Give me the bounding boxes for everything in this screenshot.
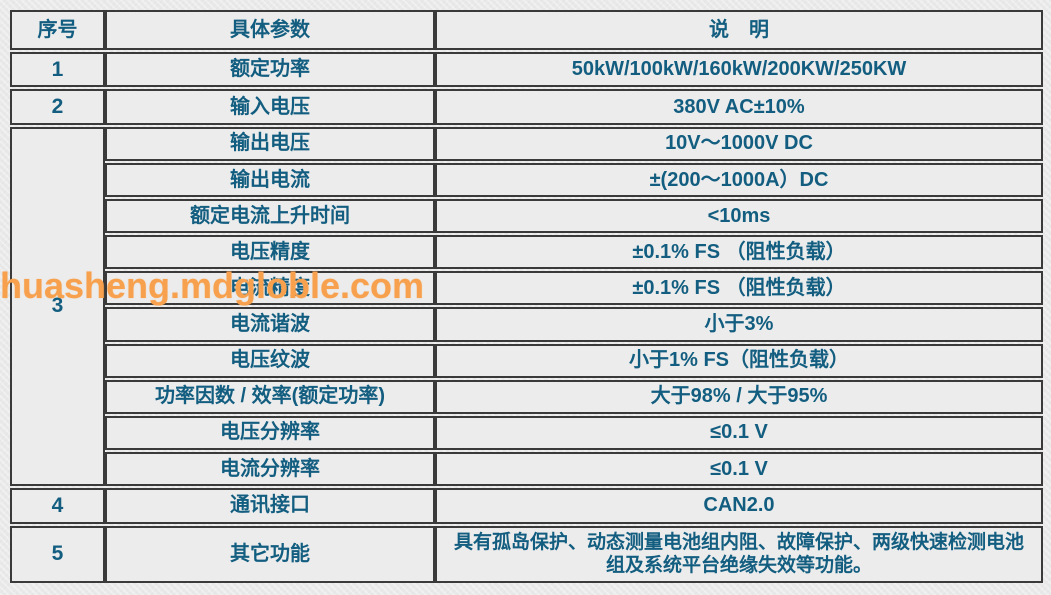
row-no: 5 (10, 525, 105, 583)
param-input-voltage: 输入电压 (105, 89, 435, 125)
row-no-group-3: 3 (10, 126, 105, 487)
desc-input-voltage: 380V AC±10% (435, 89, 1043, 125)
row-no: 2 (10, 89, 105, 125)
desc-current-harmonics: 小于3% (435, 307, 1043, 342)
desc-other-functions: 具有孤岛保护、动态测量电池组内阻、故障保护、两级快速检测电池组及系统平台绝缘失效… (435, 525, 1043, 583)
table-row-comm-interface: 4 通讯接口 CAN2.0 (10, 488, 1043, 524)
param-current-accuracy: 电流精度 (105, 271, 435, 306)
row-no: 4 (10, 488, 105, 524)
table-row-power-factor-efficiency: 功率因数 / 效率(额定功率) 大于98% / 大于95% (10, 379, 1043, 414)
row-no: 1 (10, 52, 105, 88)
param-voltage-resolution: 电压分辨率 (105, 415, 435, 450)
param-power-factor-efficiency: 功率因数 / 效率(额定功率) (105, 379, 435, 414)
param-current-rise-time: 额定电流上升时间 (105, 199, 435, 234)
param-output-current: 输出电流 (105, 162, 435, 198)
param-comm-interface: 通讯接口 (105, 488, 435, 524)
desc-power-factor-efficiency: 大于98% / 大于95% (435, 379, 1043, 414)
param-rated-power: 额定功率 (105, 52, 435, 88)
table-row-rated-power: 1 额定功率 50kW/100kW/160kW/200KW/250KW (10, 52, 1043, 88)
desc-output-voltage: 10V～1000V DC (435, 126, 1043, 161)
table-row-voltage-accuracy: 电压精度 ±0.1% FS （阻性负载） (10, 235, 1043, 270)
table-row-input-voltage: 2 输入电压 380V AC±10% (10, 89, 1043, 125)
header-desc: 说 明 (435, 10, 1043, 50)
param-current-harmonics: 电流谐波 (105, 307, 435, 342)
param-current-resolution: 电流分辨率 (105, 451, 435, 487)
table-row-output-voltage: 3 输出电压 10V～1000V DC (10, 126, 1043, 487)
header-no: 序号 (10, 10, 105, 50)
table-row-current-harmonics: 电流谐波 小于3% (10, 307, 1043, 342)
param-voltage-ripple: 电压纹波 (105, 343, 435, 378)
desc-voltage-ripple: 小于1% FS（阻性负载） (435, 343, 1043, 378)
table-row-current-rise-time: 额定电流上升时间 <10ms (10, 199, 1043, 234)
table-row-voltage-resolution: 电压分辨率 ≤0.1 V (10, 415, 1043, 450)
param-voltage-accuracy: 电压精度 (105, 235, 435, 270)
table-row-current-accuracy: 电流精度 ±0.1% FS （阻性负载） (10, 271, 1043, 306)
table-header-row: 序号 具体参数 说 明 (10, 10, 1043, 50)
spec-table: 序号 具体参数 说 明 1 额定功率 50kW/100kW/160kW/200K… (10, 8, 1043, 585)
table-row-voltage-ripple: 电压纹波 小于1% FS（阻性负载） (10, 343, 1043, 378)
desc-voltage-resolution: ≤0.1 V (435, 415, 1043, 450)
desc-current-resolution: ≤0.1 V (435, 451, 1043, 487)
table-row-output-current: 输出电流 ±(200～1000A）DC (10, 162, 1043, 198)
desc-output-current: ±(200～1000A）DC (435, 162, 1043, 198)
desc-voltage-accuracy: ±0.1% FS （阻性负载） (435, 235, 1043, 270)
header-param: 具体参数 (105, 10, 435, 50)
table-row-current-resolution: 电流分辨率 ≤0.1 V (10, 451, 1043, 487)
desc-rated-power: 50kW/100kW/160kW/200KW/250KW (435, 52, 1043, 88)
desc-comm-interface: CAN2.0 (435, 488, 1043, 524)
desc-current-rise-time: <10ms (435, 199, 1043, 234)
table-row-other-functions: 5 其它功能 具有孤岛保护、动态测量电池组内阻、故障保护、两级快速检测电池组及系… (10, 525, 1043, 583)
param-output-voltage: 输出电压 (105, 126, 435, 161)
desc-current-accuracy: ±0.1% FS （阻性负载） (435, 271, 1043, 306)
param-other-functions: 其它功能 (105, 525, 435, 583)
